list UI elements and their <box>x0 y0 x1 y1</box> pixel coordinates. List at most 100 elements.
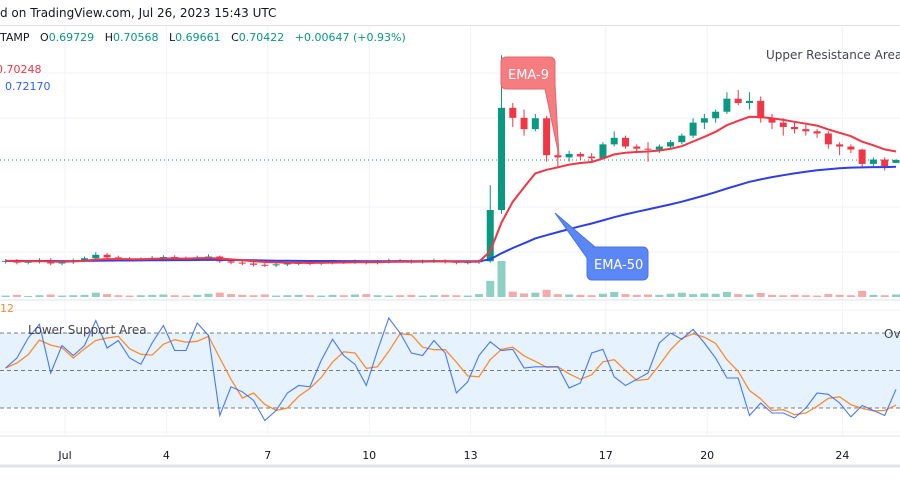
volume-bars <box>1 261 900 297</box>
candle-body <box>712 111 720 119</box>
volume-bar <box>531 292 540 297</box>
candle-body <box>531 118 539 130</box>
volume-bar <box>553 294 562 297</box>
volume-bar <box>294 294 303 297</box>
volume-bar <box>227 294 236 297</box>
candle-body <box>881 159 889 167</box>
volume-bar <box>858 290 867 297</box>
time-axis: Jul 4 7 10 13 17 20 24 <box>57 449 849 462</box>
volume-bar <box>396 295 405 297</box>
candle-body <box>678 135 686 143</box>
candle-body <box>486 210 494 262</box>
candle-body <box>261 264 269 266</box>
ema50-line <box>5 165 897 263</box>
volume-bar <box>384 295 393 297</box>
volume-bar <box>722 291 731 297</box>
candle-body <box>655 146 663 150</box>
stoch-label: 12 <box>0 302 14 315</box>
candle-body <box>791 126 799 130</box>
volume-bar <box>441 294 450 297</box>
volume-bar <box>463 295 472 297</box>
volume-bar <box>69 295 78 297</box>
volume-bar <box>181 295 190 297</box>
time-tick-label: 13 <box>464 449 478 462</box>
volume-bar <box>351 294 360 297</box>
candle-body <box>633 146 641 149</box>
volume-bar <box>80 294 89 297</box>
volume-bar <box>745 294 754 297</box>
ema50-value: 0.72170 <box>5 80 51 93</box>
volume-bar <box>215 292 224 297</box>
close-label: C <box>231 31 239 44</box>
volume-bar <box>407 294 416 297</box>
candle-body <box>103 254 111 258</box>
volume-bar <box>587 295 596 297</box>
volume-bar <box>869 294 878 297</box>
volume-bar <box>373 295 382 297</box>
lower-support-label: Lower Support Area <box>28 323 147 337</box>
volume-bar <box>474 294 483 297</box>
candles <box>2 55 900 267</box>
candle-body <box>869 159 877 164</box>
volume-bar <box>91 292 100 297</box>
volume-bar <box>621 294 630 297</box>
candle-body <box>610 137 618 145</box>
volume-bar <box>835 294 844 297</box>
candle-body <box>599 144 607 159</box>
candle-body <box>272 264 280 266</box>
candle-body <box>283 263 291 265</box>
volume-bar <box>136 295 145 297</box>
time-tick-label: 4 <box>163 449 170 462</box>
candle-body <box>813 131 821 134</box>
high-value: 0.70568 <box>112 31 159 44</box>
open-label: O <box>40 31 49 44</box>
volume-bar <box>689 294 698 297</box>
volume-bar <box>497 261 506 297</box>
candle-body <box>644 148 652 150</box>
volume-bar <box>542 289 551 297</box>
volume-bar <box>1 295 10 297</box>
volume-bar <box>125 295 134 297</box>
symbol-fragment: TAMP <box>0 31 30 44</box>
candle-body <box>576 153 584 157</box>
candle-body <box>92 254 100 259</box>
volume-bar <box>238 294 247 297</box>
volume-bar <box>598 293 607 297</box>
volume-bar <box>12 294 21 297</box>
candle-body <box>700 118 708 123</box>
candle-body <box>779 122 787 127</box>
volume-bar <box>666 293 675 297</box>
candle-body <box>667 142 675 147</box>
volume-bar <box>305 295 314 297</box>
volume-bar <box>891 294 900 297</box>
volume-bar <box>700 293 709 297</box>
ema9-line <box>5 115 897 264</box>
volume-bar <box>148 294 157 297</box>
volume-bar <box>159 294 168 297</box>
volume-bar <box>24 295 33 297</box>
volume-bar <box>790 294 799 297</box>
time-tick-label: Jul <box>57 449 71 462</box>
volume-bar <box>204 293 213 297</box>
ema50-callout: EMA-50 <box>554 212 649 281</box>
candle-body <box>565 153 573 158</box>
high-label: H <box>104 31 113 44</box>
candle-body <box>757 100 765 119</box>
time-tick-label: 24 <box>835 449 849 462</box>
ema50-callout-label: EMA-50 <box>594 258 643 273</box>
time-tick-label: 7 <box>264 449 271 462</box>
volume-bar <box>655 294 664 297</box>
volume-bar <box>756 293 765 297</box>
volume-bar <box>520 293 529 297</box>
volume-bar <box>846 295 855 297</box>
candle-body <box>159 256 167 258</box>
volume-bar <box>711 293 720 297</box>
volume-bar <box>317 295 326 297</box>
candle-body <box>689 122 697 136</box>
candle-body <box>509 107 517 118</box>
volume-bar <box>880 295 889 297</box>
stoch-k-line <box>5 316 897 422</box>
volume-bar <box>103 294 112 297</box>
volume-bar <box>418 295 427 297</box>
